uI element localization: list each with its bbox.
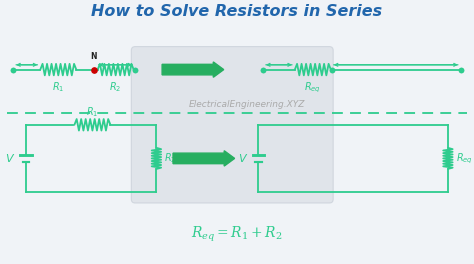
FancyArrow shape: [173, 151, 235, 166]
Text: $R_{eq}$: $R_{eq}$: [456, 151, 474, 166]
Text: $R_{eq}$: $R_{eq}$: [304, 80, 321, 95]
Text: $R_1$: $R_1$: [86, 105, 99, 119]
FancyArrow shape: [162, 62, 224, 77]
Text: $R_2$: $R_2$: [164, 152, 176, 165]
Text: $R_1$: $R_1$: [52, 80, 64, 94]
Text: How to Solve Resistors in Series: How to Solve Resistors in Series: [91, 4, 383, 19]
Text: $R_{eq} = R_1 + R_2$: $R_{eq} = R_1 + R_2$: [191, 225, 283, 244]
Text: $R_2$: $R_2$: [109, 80, 122, 94]
Text: $V$: $V$: [237, 152, 248, 164]
FancyBboxPatch shape: [131, 46, 333, 203]
Text: N: N: [91, 53, 97, 62]
Text: ElectricalEngineering.XYZ: ElectricalEngineering.XYZ: [188, 100, 305, 110]
Text: $V$: $V$: [5, 152, 16, 164]
